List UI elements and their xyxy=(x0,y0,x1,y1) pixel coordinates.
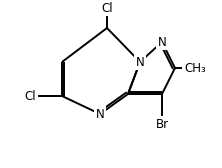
Text: Br: Br xyxy=(155,117,168,131)
Text: N: N xyxy=(136,55,144,69)
Text: CH₃: CH₃ xyxy=(184,61,206,74)
Text: Cl: Cl xyxy=(24,90,36,102)
Text: Cl: Cl xyxy=(101,2,113,14)
Text: N: N xyxy=(158,35,166,49)
Text: N: N xyxy=(96,108,104,120)
